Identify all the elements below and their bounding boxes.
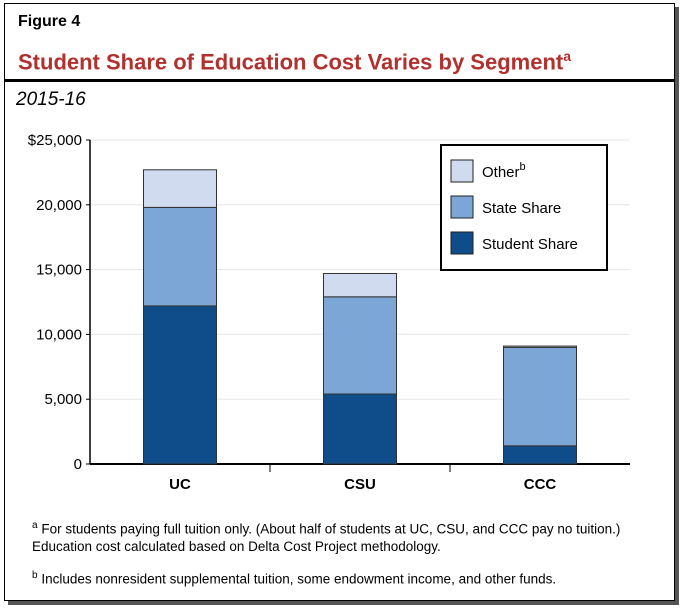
footnote-mark: b	[32, 570, 38, 581]
bar-segment-other	[503, 345, 577, 348]
y-tick-label: 20,000	[36, 197, 82, 214]
y-tick-label: 15,000	[36, 262, 82, 279]
title-text: Student Share of Education Cost Varies b…	[18, 49, 564, 75]
bar-segment-state-share	[143, 206, 217, 307]
legend-swatch	[450, 159, 474, 183]
figure-label: Figure 4	[18, 13, 81, 30]
x-category-label: CCC	[524, 476, 557, 493]
footnote-b: b Includes nonresident supplemental tuit…	[32, 567, 652, 588]
y-tick-label: $25,000	[28, 132, 82, 149]
bar-segment-student-share	[323, 393, 397, 465]
bar-segment-other	[323, 272, 397, 298]
x-category-label: CSU	[344, 476, 376, 493]
legend-label: Otherb	[482, 161, 526, 181]
bar-segment-other	[143, 169, 217, 208]
footnote-text: Includes nonresident supplemental tuitio…	[41, 571, 557, 587]
bar-segment-student-share	[143, 305, 217, 465]
footnote-text: For students paying full tuition only. (…	[32, 521, 621, 554]
figure-frame: Figure 4 Student Share of Education Cost…	[4, 3, 675, 601]
footnote-a: a For students paying full tuition only.…	[32, 517, 652, 555]
chart-title: Student Share of Education Cost Varies b…	[18, 48, 571, 75]
footnote-mark: a	[32, 520, 38, 531]
x-category-label: UC	[169, 476, 191, 493]
legend-label: State Share	[482, 200, 561, 217]
legend-swatch	[450, 231, 474, 255]
bar-segment-student-share	[503, 445, 577, 465]
title-rule	[5, 79, 674, 82]
y-tick-label: 0	[74, 456, 82, 473]
legend-swatch	[450, 195, 474, 219]
title-footnote-mark: a	[563, 48, 572, 64]
legend-label: Student Share	[482, 236, 578, 253]
y-tick-label: 5,000	[44, 391, 82, 408]
y-tick-label: 10,000	[36, 326, 82, 343]
chart-subtitle: 2015-16	[16, 89, 86, 110]
bar-segment-state-share	[323, 296, 397, 395]
bar-segment-state-share	[503, 346, 577, 447]
